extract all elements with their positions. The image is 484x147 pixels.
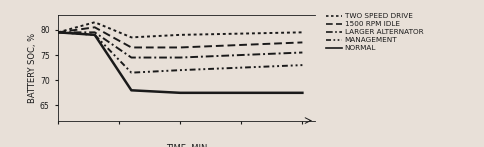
Y-axis label: BATTERY SOC, %: BATTERY SOC, % bbox=[28, 32, 37, 103]
Legend: TWO SPEED DRIVE, 1500 RPM IDLE, LARGER ALTERNATOR, MANAGEMENT, NORMAL: TWO SPEED DRIVE, 1500 RPM IDLE, LARGER A… bbox=[326, 13, 424, 51]
Text: TIME, MIN: TIME, MIN bbox=[166, 144, 207, 147]
